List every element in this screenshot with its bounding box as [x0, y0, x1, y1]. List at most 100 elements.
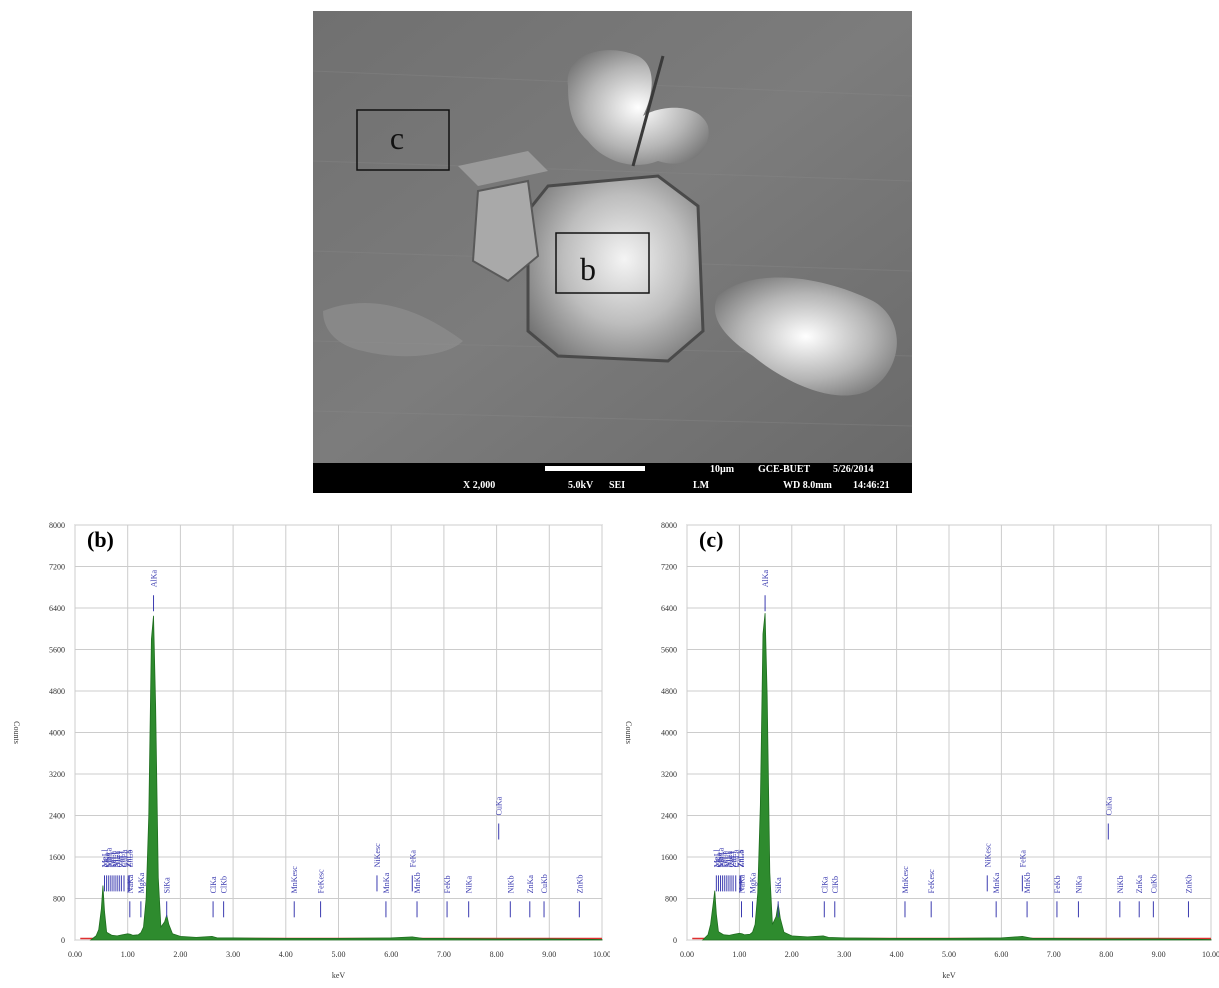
y-tick-label: 3200	[661, 770, 677, 779]
peak-label: NiLl	[723, 851, 732, 867]
x-tick-label: 5.00	[332, 950, 346, 959]
peak-label: CuLa	[732, 849, 741, 867]
peak-label: ClKa	[209, 876, 218, 893]
x-tick-label: 2.00	[785, 950, 799, 959]
x-tick-label: 5.00	[942, 950, 956, 959]
spectrum-area	[701, 613, 1212, 941]
peak-label: ClKa	[820, 876, 829, 893]
y-tick-label: 1600	[661, 853, 677, 862]
sem-voltage-text: 5.0kV	[568, 480, 594, 491]
peak-label: FeKesc	[317, 869, 326, 893]
x-tick-label: 8.00	[490, 950, 504, 959]
particle-left-shard	[471, 179, 540, 283]
region-label-b: b	[580, 251, 596, 287]
peak-label: CuKa	[1104, 796, 1113, 815]
peak-label: ZnLb	[125, 850, 134, 868]
peak-label: NiKesc	[373, 843, 382, 867]
peak-label: MnLl	[712, 848, 721, 867]
x-tick-label: 6.00	[994, 950, 1008, 959]
x-tick-label: 7.00	[1047, 950, 1061, 959]
peak-label: MnKb	[1023, 872, 1032, 893]
sem-wd-text: WD 8.0mm	[783, 480, 833, 491]
peak-label: NiLa	[113, 850, 122, 867]
panel-label: (c)	[699, 527, 723, 552]
peak-label: NiLl	[111, 851, 120, 867]
y-tick-label: 2400	[661, 812, 677, 821]
y-tick-label: 8000	[661, 521, 677, 530]
peak-label: ZnLb	[737, 850, 746, 868]
peak-label: CuKa	[495, 796, 504, 815]
y-tick-label: 5600	[661, 646, 677, 655]
particle-upper-flake	[458, 151, 548, 186]
peak-label: SiKa	[774, 877, 783, 893]
peak-label: ZnKb	[1184, 875, 1193, 894]
x-axis-label: keV	[942, 971, 956, 980]
peak-label: ZnKa	[1135, 875, 1144, 894]
peak-label: NiKa	[1074, 876, 1083, 894]
peak-label: FeKb	[443, 876, 452, 894]
x-tick-label: 4.00	[279, 950, 293, 959]
y-tick-label: 800	[53, 895, 65, 904]
y-tick-label: 4800	[661, 687, 677, 696]
x-tick-label: 4.00	[890, 950, 904, 959]
eds-spectrum-chart-b: 0.00 1.00 2.00 3.00 4.00 5.00 6.00 7.00 8.00 9.00…	[12, 521, 610, 980]
peak-label: NaKa	[126, 874, 135, 893]
peak-label: FeKa	[1018, 850, 1027, 868]
peak-label: ZnLl	[117, 851, 126, 868]
y-tick-label: 6400	[49, 604, 65, 613]
peak-label: MnLl	[101, 848, 110, 867]
eds-spectrum-chart-c: 0.00 1.00 2.00 3.00 4.00 5.00 6.00 7.00 8.00 9.00…	[624, 521, 1219, 980]
y-tick-label: 4800	[49, 687, 65, 696]
peak-label: NiLa	[725, 850, 734, 867]
y-tick-label: 6400	[661, 604, 677, 613]
peak-label: NiKa	[465, 876, 474, 894]
peak-label: CuKb	[540, 874, 549, 893]
peak-label: CuLa	[120, 849, 129, 867]
peak-label: ClKb	[220, 876, 229, 893]
particle-left-ridge	[323, 302, 463, 357]
region-label-c: c	[390, 120, 404, 156]
peak-label: ZnKb	[575, 875, 584, 894]
sem-mode-text: SEI	[609, 480, 625, 491]
peak-label: MnLa	[717, 847, 726, 867]
peak-label: NiKb	[1116, 876, 1125, 894]
sem-lens-text: LM	[693, 480, 710, 491]
peak-label: CuLl	[727, 850, 736, 867]
peak-label: NiKb	[506, 876, 515, 894]
peak-label: CKa	[714, 852, 723, 867]
peak-label: ClKb	[831, 876, 840, 893]
y-tick-label: 4000	[49, 729, 65, 738]
y-tick-label: 2400	[49, 812, 65, 821]
particle-crack	[631, 55, 665, 167]
x-tick-label: 1.00	[121, 950, 135, 959]
peak-label: CuKb	[1149, 874, 1158, 893]
x-tick-label: 6.00	[384, 950, 398, 959]
peak-label: FeLa	[109, 850, 118, 867]
peak-label: AlKa	[150, 569, 159, 587]
y-tick-label: 7200	[661, 563, 677, 572]
x-tick-label: 8.00	[1099, 950, 1113, 959]
y-axis-label: Counts	[624, 721, 633, 744]
peak-label: FeKa	[408, 850, 417, 868]
y-tick-label: 1600	[49, 853, 65, 862]
peak-label: FeLl	[719, 851, 728, 867]
peak-label: MgKa	[749, 872, 758, 893]
particle-top	[567, 50, 709, 165]
y-tick-label: 800	[665, 895, 677, 904]
sem-magnification-text: X 2,000	[463, 480, 495, 491]
y-tick-label: 8000	[49, 521, 65, 530]
x-tick-label: 10.00	[1202, 950, 1219, 959]
region-box-b	[555, 232, 650, 294]
peak-label: FeKesc	[927, 869, 936, 893]
x-tick-label: 9.00	[542, 950, 556, 959]
y-tick-label: 7200	[49, 563, 65, 572]
peak-label: MnKa	[382, 872, 391, 893]
peak-label: ZnLa	[736, 850, 745, 868]
x-tick-label: 1.00	[732, 950, 746, 959]
sem-lab-text: GCE-BUET	[758, 464, 811, 475]
x-tick-label: 0.00	[68, 950, 82, 959]
sem-date-text: 5/26/2014	[833, 464, 874, 475]
peak-label: FeKb	[1053, 876, 1062, 894]
x-tick-label: 9.00	[1152, 950, 1166, 959]
peak-label: CKa	[103, 852, 112, 867]
